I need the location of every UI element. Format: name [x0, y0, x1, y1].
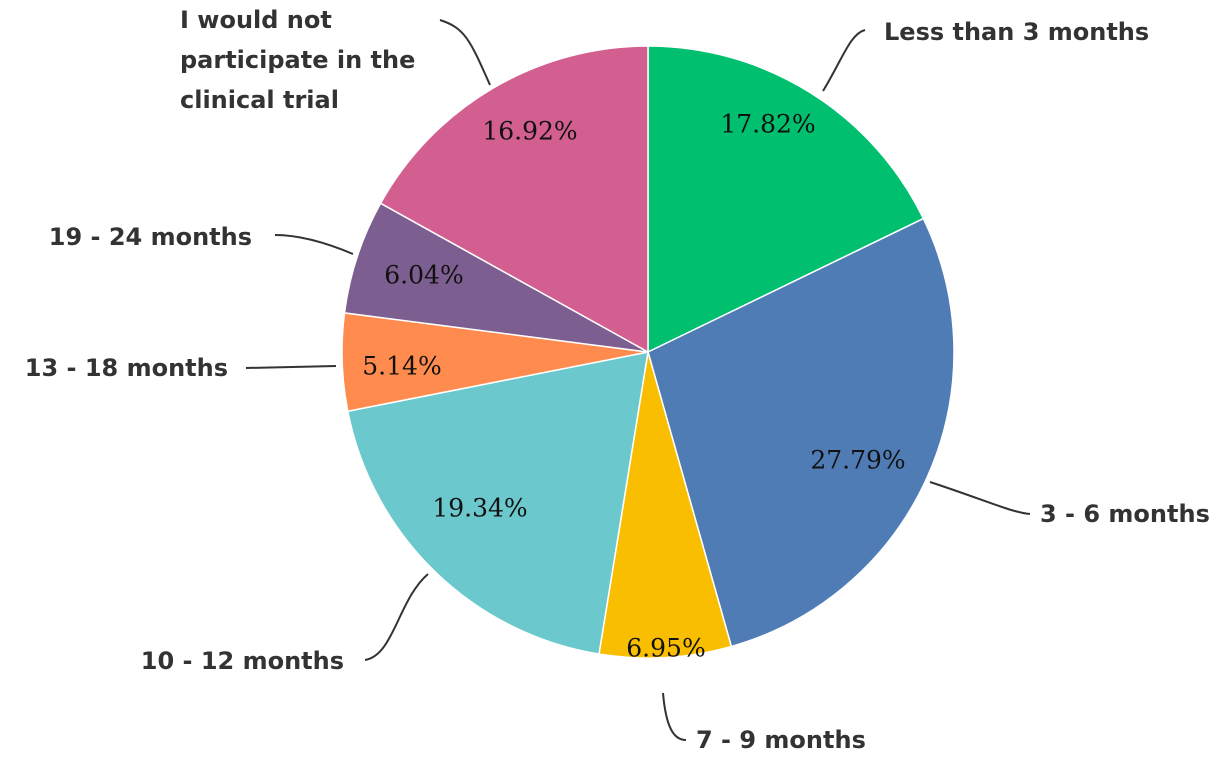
- pie-slice-less-than-3-months: [647, 45, 925, 354]
- pie-slice-7-9-months: [598, 351, 733, 659]
- leader-lines: [245, 19, 1031, 741]
- value-label-3-6-months: 27.79%: [810, 446, 905, 475]
- category-label-10-12-months: 10 - 12 months: [141, 647, 344, 675]
- value-label-7-9-months: 6.95%: [626, 634, 705, 663]
- pie-slice-3-6-months: [647, 217, 955, 648]
- category-label-line: 19 - 24 months: [49, 223, 252, 251]
- leader-line-19-24-months: [274, 234, 354, 255]
- category-label-19-24-months: 19 - 24 months: [49, 223, 252, 251]
- value-label-10-12-months: 19.34%: [432, 494, 527, 523]
- value-label-i-would-not-participate-in-the-clinical-trial: 16.92%: [482, 117, 577, 146]
- category-label-line: participate in the: [180, 46, 415, 74]
- category-label-line: 3 - 6 months: [1040, 500, 1210, 528]
- category-label-line: 7 - 9 months: [696, 726, 866, 754]
- category-label-line: 13 - 18 months: [25, 354, 228, 382]
- category-label-line: 10 - 12 months: [141, 647, 344, 675]
- category-label-line: I would not: [180, 6, 332, 34]
- category-labels: Less than 3 months 3 - 6 months 7 - 9 mont…: [25, 6, 1210, 754]
- leader-line-i-would-not-participate-in-the-clinical-trial: [439, 19, 491, 86]
- category-label-i-would-not-participate-in-the-clinical-trial: I would not participate in the clinical tr…: [180, 6, 415, 114]
- category-label-7-9-months: 7 - 9 months: [696, 726, 866, 754]
- category-label-line: clinical trial: [180, 86, 339, 114]
- pie-slice-10-12-months: [346, 351, 649, 655]
- leader-line-less-than-3-months: [822, 29, 866, 92]
- value-label-less-than-3-months: 17.82%: [720, 110, 815, 139]
- category-label-line: Less than 3 months: [884, 18, 1149, 46]
- value-labels: 17.82% 27.79% 6.95% 19.34% 5.14% 6.04% 16.92%: [362, 110, 905, 663]
- leader-line-10-12-months: [364, 573, 429, 661]
- value-label-19-24-months: 6.04%: [384, 261, 463, 290]
- value-label-13-18-months: 5.14%: [362, 352, 441, 381]
- pie-slice-i-would-not-participate-in-the-clinical-trial: [379, 45, 649, 354]
- leader-line-7-9-months: [662, 692, 687, 741]
- leader-line-13-18-months: [245, 365, 337, 369]
- leader-line-3-6-months: [929, 481, 1031, 515]
- pie-slices: [341, 45, 955, 659]
- category-label-13-18-months: 13 - 18 months: [25, 354, 228, 382]
- category-label-less-than-3-months: Less than 3 months: [884, 18, 1149, 46]
- category-label-3-6-months: 3 - 6 months: [1040, 500, 1210, 528]
